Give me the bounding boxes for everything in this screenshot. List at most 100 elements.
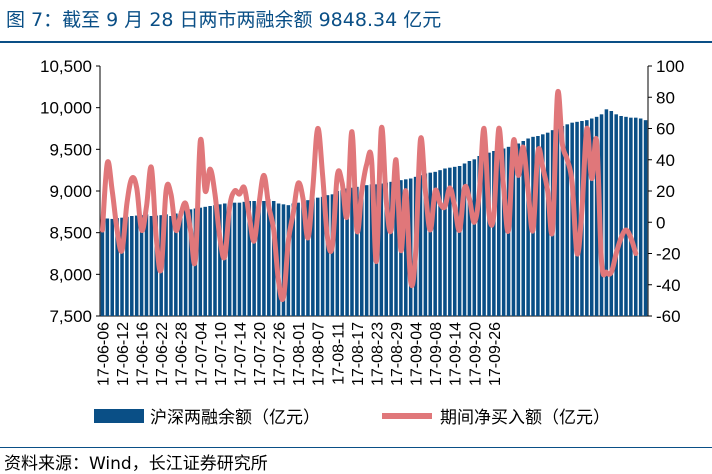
left-tick-label: 7,500 <box>49 307 92 326</box>
left-tick-label: 9,500 <box>49 140 92 159</box>
x-tick-label: 17-08-17 <box>350 322 367 386</box>
bar-balance <box>134 215 139 316</box>
bar-balance <box>560 126 565 316</box>
right-tick-label: -20 <box>656 245 681 264</box>
bar-balance <box>589 118 594 316</box>
bar-balance <box>384 182 388 316</box>
bar-balance <box>149 216 154 316</box>
bar-balance <box>492 151 496 316</box>
bar-balance <box>100 219 105 316</box>
bar-balance <box>404 179 408 316</box>
bar-balance <box>526 138 530 316</box>
chart-legend: 沪深两融余额（亿元） 期间净买入额（亿元） <box>94 408 610 427</box>
bar-balance <box>335 191 340 316</box>
bar-balance <box>536 136 540 316</box>
bar-balance <box>457 166 462 316</box>
bar-balance <box>643 120 648 316</box>
bar-balance <box>208 206 212 316</box>
left-tick-label: 10,000 <box>40 99 92 118</box>
x-tick-label: 17-08-11 <box>330 322 347 385</box>
left-tick-label: 10,500 <box>40 57 92 76</box>
legend-bar-swatch <box>94 409 144 423</box>
bar-balance <box>105 218 110 316</box>
bar-balance <box>379 183 384 316</box>
bar-balance <box>555 128 560 316</box>
bar-balance <box>198 207 203 316</box>
bar-balance <box>482 154 486 316</box>
bar-balance <box>340 190 344 316</box>
bar-balance <box>619 116 623 316</box>
footer-rule <box>0 447 712 448</box>
bar-balance <box>350 187 354 316</box>
bar-balance <box>369 184 374 316</box>
bar-balance <box>267 199 271 316</box>
x-tick-label: 17-06-12 <box>115 322 132 386</box>
bar-balance <box>423 173 428 316</box>
bar-balance <box>144 214 149 316</box>
legend-bar-label: 沪深两融余额（亿元） <box>150 408 320 427</box>
bar-balance <box>389 181 393 316</box>
bar-balance <box>462 163 467 316</box>
bar-balance <box>237 202 242 316</box>
bar-balance <box>428 172 433 316</box>
right-tick-label: 0 <box>656 213 665 232</box>
chart-axes: 10,500 10,000 9,500 9,000 8,500 8,000 7,500 100… <box>40 57 684 386</box>
bar-balance <box>320 196 325 316</box>
bar-balance <box>164 214 168 316</box>
right-tick-label: 100 <box>656 57 684 76</box>
bar-balance <box>585 120 589 316</box>
left-tick-label: 8,500 <box>49 224 92 243</box>
x-tick-label: 17-06-22 <box>154 322 171 386</box>
bar-balance <box>501 148 506 316</box>
bar-balance <box>311 198 315 316</box>
bar-balance <box>624 116 628 316</box>
bar-balance <box>183 210 188 316</box>
right-tick-label: -60 <box>656 307 681 326</box>
bar-balance <box>364 185 369 316</box>
x-tick-label: 17-07-20 <box>252 322 269 386</box>
bar-balance <box>638 118 643 316</box>
right-tick-label: 60 <box>656 120 675 139</box>
bar-balance <box>360 186 364 316</box>
x-tick-label: 17-09-08 <box>428 322 445 386</box>
bar-balance <box>487 152 491 316</box>
bar-balance <box>203 206 207 316</box>
bar-balance <box>516 143 521 316</box>
bar-balance <box>306 200 310 316</box>
bar-balance <box>594 116 599 316</box>
bar-balance <box>452 166 457 316</box>
x-tick-label: 17-09-14 <box>448 322 465 386</box>
x-tick-label: 17-08-01 <box>291 322 308 386</box>
left-tick-label: 8,000 <box>49 265 92 284</box>
bar-balance <box>291 203 296 316</box>
bar-balance <box>242 201 247 316</box>
bar-balance <box>467 161 472 316</box>
right-tick-label: 40 <box>656 151 675 170</box>
bar-balance <box>448 167 452 316</box>
bar-balance <box>262 201 266 316</box>
bar-balance <box>174 213 178 316</box>
bar-balance <box>521 141 525 316</box>
bar-balance <box>355 186 359 316</box>
bar-balance <box>139 215 144 316</box>
bar-balance <box>325 195 330 316</box>
bar-balance <box>296 202 300 316</box>
bar-balance <box>252 201 256 316</box>
bar-balance <box>213 205 217 316</box>
x-tick-label: 17-08-07 <box>311 322 328 386</box>
bar-balance <box>604 109 609 316</box>
left-tick-label: 9,000 <box>49 182 92 201</box>
bar-balance <box>257 201 261 316</box>
bar-balance <box>545 132 550 316</box>
bar-balance <box>120 217 124 316</box>
x-tick-label: 17-09-04 <box>409 322 426 386</box>
right-tick-label: -40 <box>656 276 681 295</box>
x-tick-label: 17-08-23 <box>369 322 386 386</box>
x-tick-label: 17-07-14 <box>232 322 249 386</box>
bar-balance <box>629 117 633 316</box>
bar-balance <box>511 145 516 316</box>
bar-balance <box>477 156 481 316</box>
bar-balance <box>497 149 501 316</box>
bar-balance <box>418 175 423 316</box>
